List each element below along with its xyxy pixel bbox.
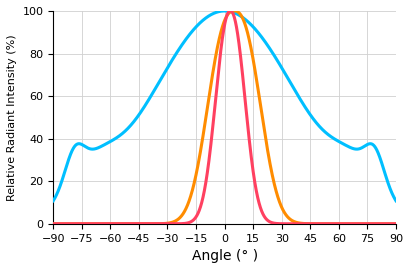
X-axis label: Angle (° ): Angle (° ) [191,249,257,263]
Y-axis label: Relative Radiant Intensity (%): Relative Radiant Intensity (%) [7,34,17,201]
